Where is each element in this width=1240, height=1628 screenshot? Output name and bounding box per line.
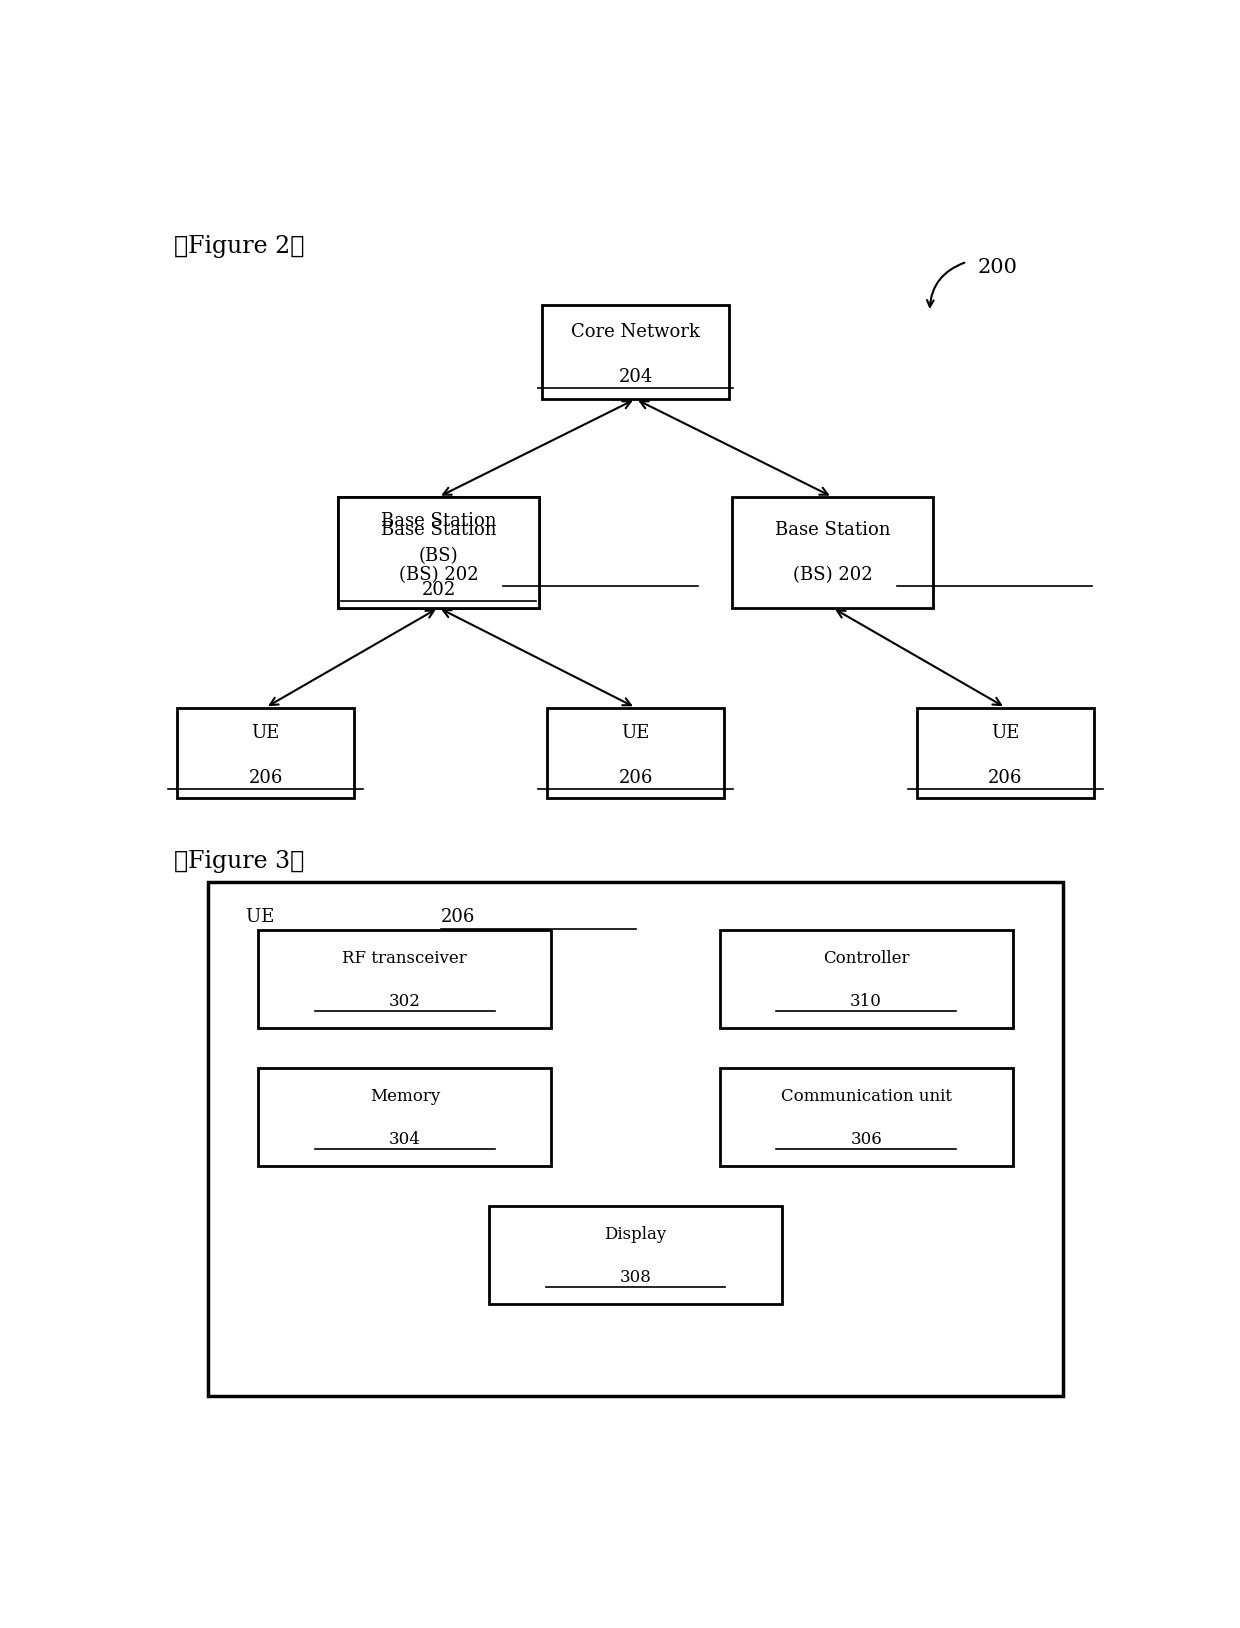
Text: 306: 306 (851, 1131, 882, 1148)
Text: Base Station: Base Station (775, 521, 890, 539)
Bar (542, 304, 729, 399)
Text: 206: 206 (248, 770, 283, 788)
Text: (BS) 202: (BS) 202 (399, 567, 479, 584)
Text: 200: 200 (977, 257, 1018, 277)
Text: 204: 204 (619, 368, 652, 386)
Bar (208, 882, 1063, 1397)
Bar (176, 708, 355, 798)
Text: Core Network: Core Network (572, 322, 699, 340)
Text: (BS): (BS) (419, 547, 459, 565)
Text: 202: 202 (422, 581, 455, 599)
Bar (719, 930, 1013, 1027)
Bar (258, 1068, 552, 1166)
Text: 304: 304 (389, 1131, 420, 1148)
Text: RF transceiver: RF transceiver (342, 951, 467, 967)
Text: 』Figure 2』: 』Figure 2』 (174, 236, 305, 259)
Text: Base Station: Base Station (381, 513, 496, 531)
Text: UE: UE (252, 724, 280, 742)
Text: Controller: Controller (823, 951, 909, 967)
Text: 』Figure 3』: 』Figure 3』 (174, 850, 305, 873)
Text: (BS) 202: (BS) 202 (792, 567, 872, 584)
Text: UE: UE (621, 724, 650, 742)
Text: 206: 206 (619, 770, 652, 788)
Bar (337, 498, 539, 607)
Text: 206: 206 (441, 908, 476, 926)
Text: Display: Display (604, 1226, 667, 1244)
Bar (547, 708, 724, 798)
Text: 302: 302 (389, 993, 420, 1009)
Text: Communication unit: Communication unit (781, 1088, 951, 1105)
Text: Memory: Memory (370, 1088, 440, 1105)
Bar (916, 708, 1095, 798)
Text: 310: 310 (851, 993, 882, 1009)
Bar (732, 498, 934, 607)
Bar (489, 1206, 782, 1304)
Bar (719, 1068, 1013, 1166)
Text: 206: 206 (988, 770, 1023, 788)
Text: UE: UE (247, 908, 280, 926)
Bar (258, 930, 552, 1027)
Bar (337, 498, 539, 607)
Text: Base Station: Base Station (381, 521, 496, 539)
Text: 308: 308 (620, 1268, 651, 1286)
Text: UE: UE (991, 724, 1019, 742)
